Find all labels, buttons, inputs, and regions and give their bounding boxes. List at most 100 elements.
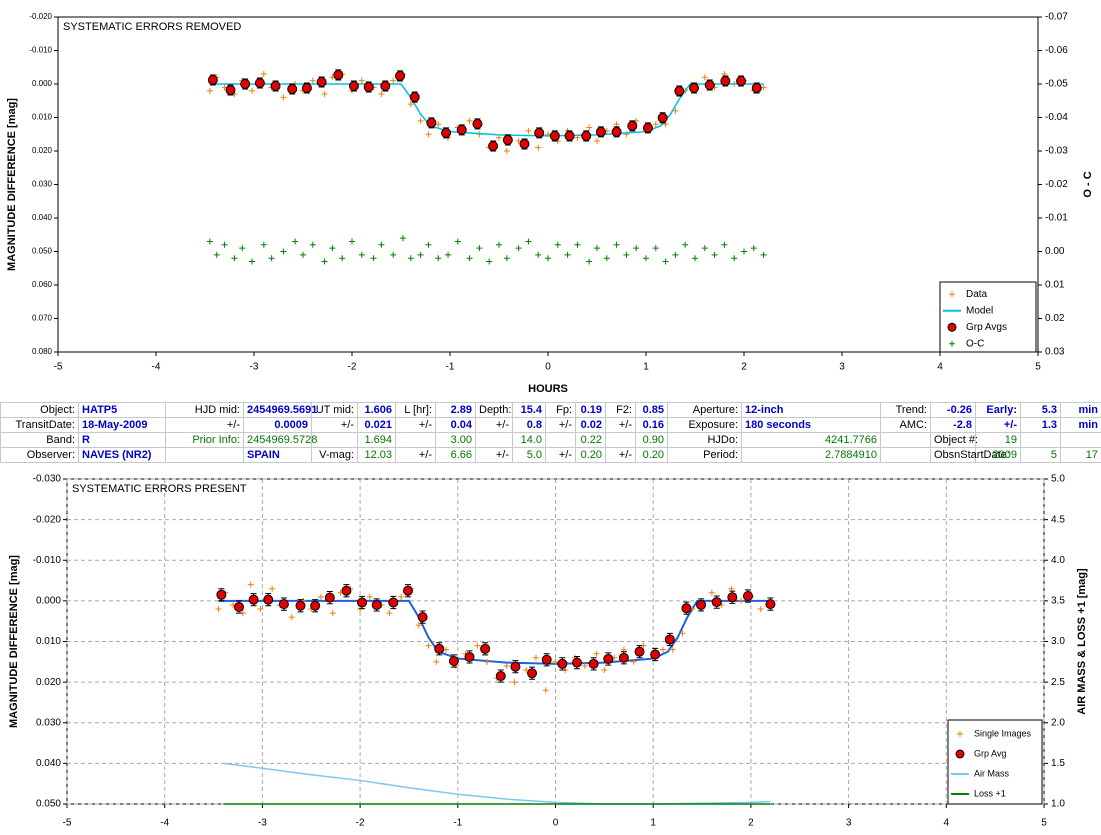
table-cell: Early: (975, 402, 1021, 418)
data-point (545, 255, 551, 262)
data-point (417, 117, 424, 124)
group-average (727, 592, 738, 603)
group-average (216, 589, 227, 600)
group-average (557, 658, 568, 669)
data-point (257, 606, 264, 612)
table-cell: 0.20 (635, 447, 668, 463)
data-point (581, 662, 588, 669)
table-cell: 12.03 (357, 447, 396, 463)
y-tick-label: 0.030 (32, 180, 53, 189)
y-tick-label: 0.050 (32, 247, 53, 256)
table-cell: HJDo: (667, 432, 742, 448)
data-point (484, 658, 491, 665)
group-average (588, 658, 599, 669)
table-cell (395, 432, 436, 448)
group-average (324, 592, 335, 603)
group-average (634, 646, 645, 657)
data-point (708, 589, 715, 596)
group-average (426, 117, 437, 128)
data-point (433, 658, 440, 665)
data-point (532, 654, 539, 661)
group-average (618, 652, 629, 663)
table-cell: 14.0 (512, 432, 546, 448)
legend-label: O-C (966, 338, 984, 349)
table-cell: +/- (395, 417, 436, 433)
data-point (613, 121, 620, 128)
table-cell: min (1060, 402, 1101, 418)
table-cell: 5 (1020, 447, 1061, 463)
y2-axis-title: O - C (1082, 171, 1094, 197)
data-point (300, 251, 306, 258)
legend-swatch (947, 322, 957, 332)
group-average (657, 112, 668, 123)
data-point (425, 642, 432, 649)
y2-tick-label: 2.0 (1051, 717, 1065, 728)
legend-swatch (955, 749, 965, 759)
group-average (696, 599, 707, 610)
data-point (358, 77, 365, 84)
data-point (542, 687, 549, 694)
x-tick-label: 3 (839, 362, 845, 373)
data-point (523, 666, 530, 673)
data-point (260, 241, 267, 248)
legend-label: Grp Avgs (966, 322, 1007, 333)
data-point (249, 87, 256, 94)
y2-tick-label: 0.01 (1045, 280, 1065, 291)
x-tick-label: 4 (937, 362, 943, 373)
data-point (386, 610, 393, 617)
group-average (765, 599, 776, 610)
data-point (358, 251, 365, 258)
table-cell: Trend: (880, 402, 931, 418)
table-cell: +/- (165, 417, 244, 433)
x-tick-label: 0 (545, 362, 551, 373)
table-row: TransitDate: 18-May-2009 +/- 0.0009 +/- 0.021… (0, 417, 1101, 433)
y2-tick-label: 3.5 (1051, 596, 1065, 607)
table-cell: 1.694 (357, 432, 396, 448)
data-point (679, 630, 686, 637)
plot-frame (57, 16, 1039, 353)
group-average (380, 81, 391, 92)
x-tick-label: 1 (650, 818, 656, 829)
table-cell: Aperture: (667, 402, 742, 418)
data-point (511, 679, 518, 686)
group-average (549, 130, 560, 141)
table-cell: R (78, 432, 166, 448)
x-tick-label: -4 (152, 362, 161, 373)
y-tick-label: 0.080 (32, 347, 53, 356)
table-cell: 0.04 (435, 417, 476, 433)
table-cell: Observer: (0, 447, 79, 463)
y-tick-label: 0.070 (32, 314, 53, 323)
group-average (263, 594, 274, 605)
data-point (280, 248, 287, 255)
group-average (233, 601, 244, 612)
data-point (503, 255, 510, 262)
table-cell: -2.8 (930, 417, 976, 433)
data-point (339, 255, 346, 262)
y-axis-title: MAGNITUDE DIFFERENCE [mag] (6, 98, 18, 271)
data-point (701, 245, 708, 252)
data-point (623, 251, 630, 258)
table-cell: min (1060, 417, 1101, 433)
annotation: SYSTEMATIC ERRORS REMOVED (63, 21, 241, 33)
data-point (309, 77, 316, 84)
legend-swatch (949, 340, 955, 347)
data-point (390, 77, 397, 84)
data-point (554, 241, 561, 248)
group-average (595, 126, 606, 137)
table-cell: V-mag: (311, 447, 358, 463)
group-average (417, 612, 428, 623)
data-point (515, 245, 522, 252)
group-average (627, 120, 638, 131)
table-cell: +/- (395, 447, 436, 463)
data-point (247, 581, 254, 588)
data-point (425, 241, 432, 248)
x-tick-label: 4 (944, 818, 950, 829)
group-average (650, 649, 661, 660)
data-point (269, 585, 276, 592)
group-average (736, 75, 747, 86)
legend-label: Grp Avg (974, 748, 1006, 758)
data-point (760, 251, 767, 258)
table-cell (1060, 432, 1101, 448)
table-cell: SPAIN (243, 447, 312, 463)
data-point (503, 662, 510, 669)
